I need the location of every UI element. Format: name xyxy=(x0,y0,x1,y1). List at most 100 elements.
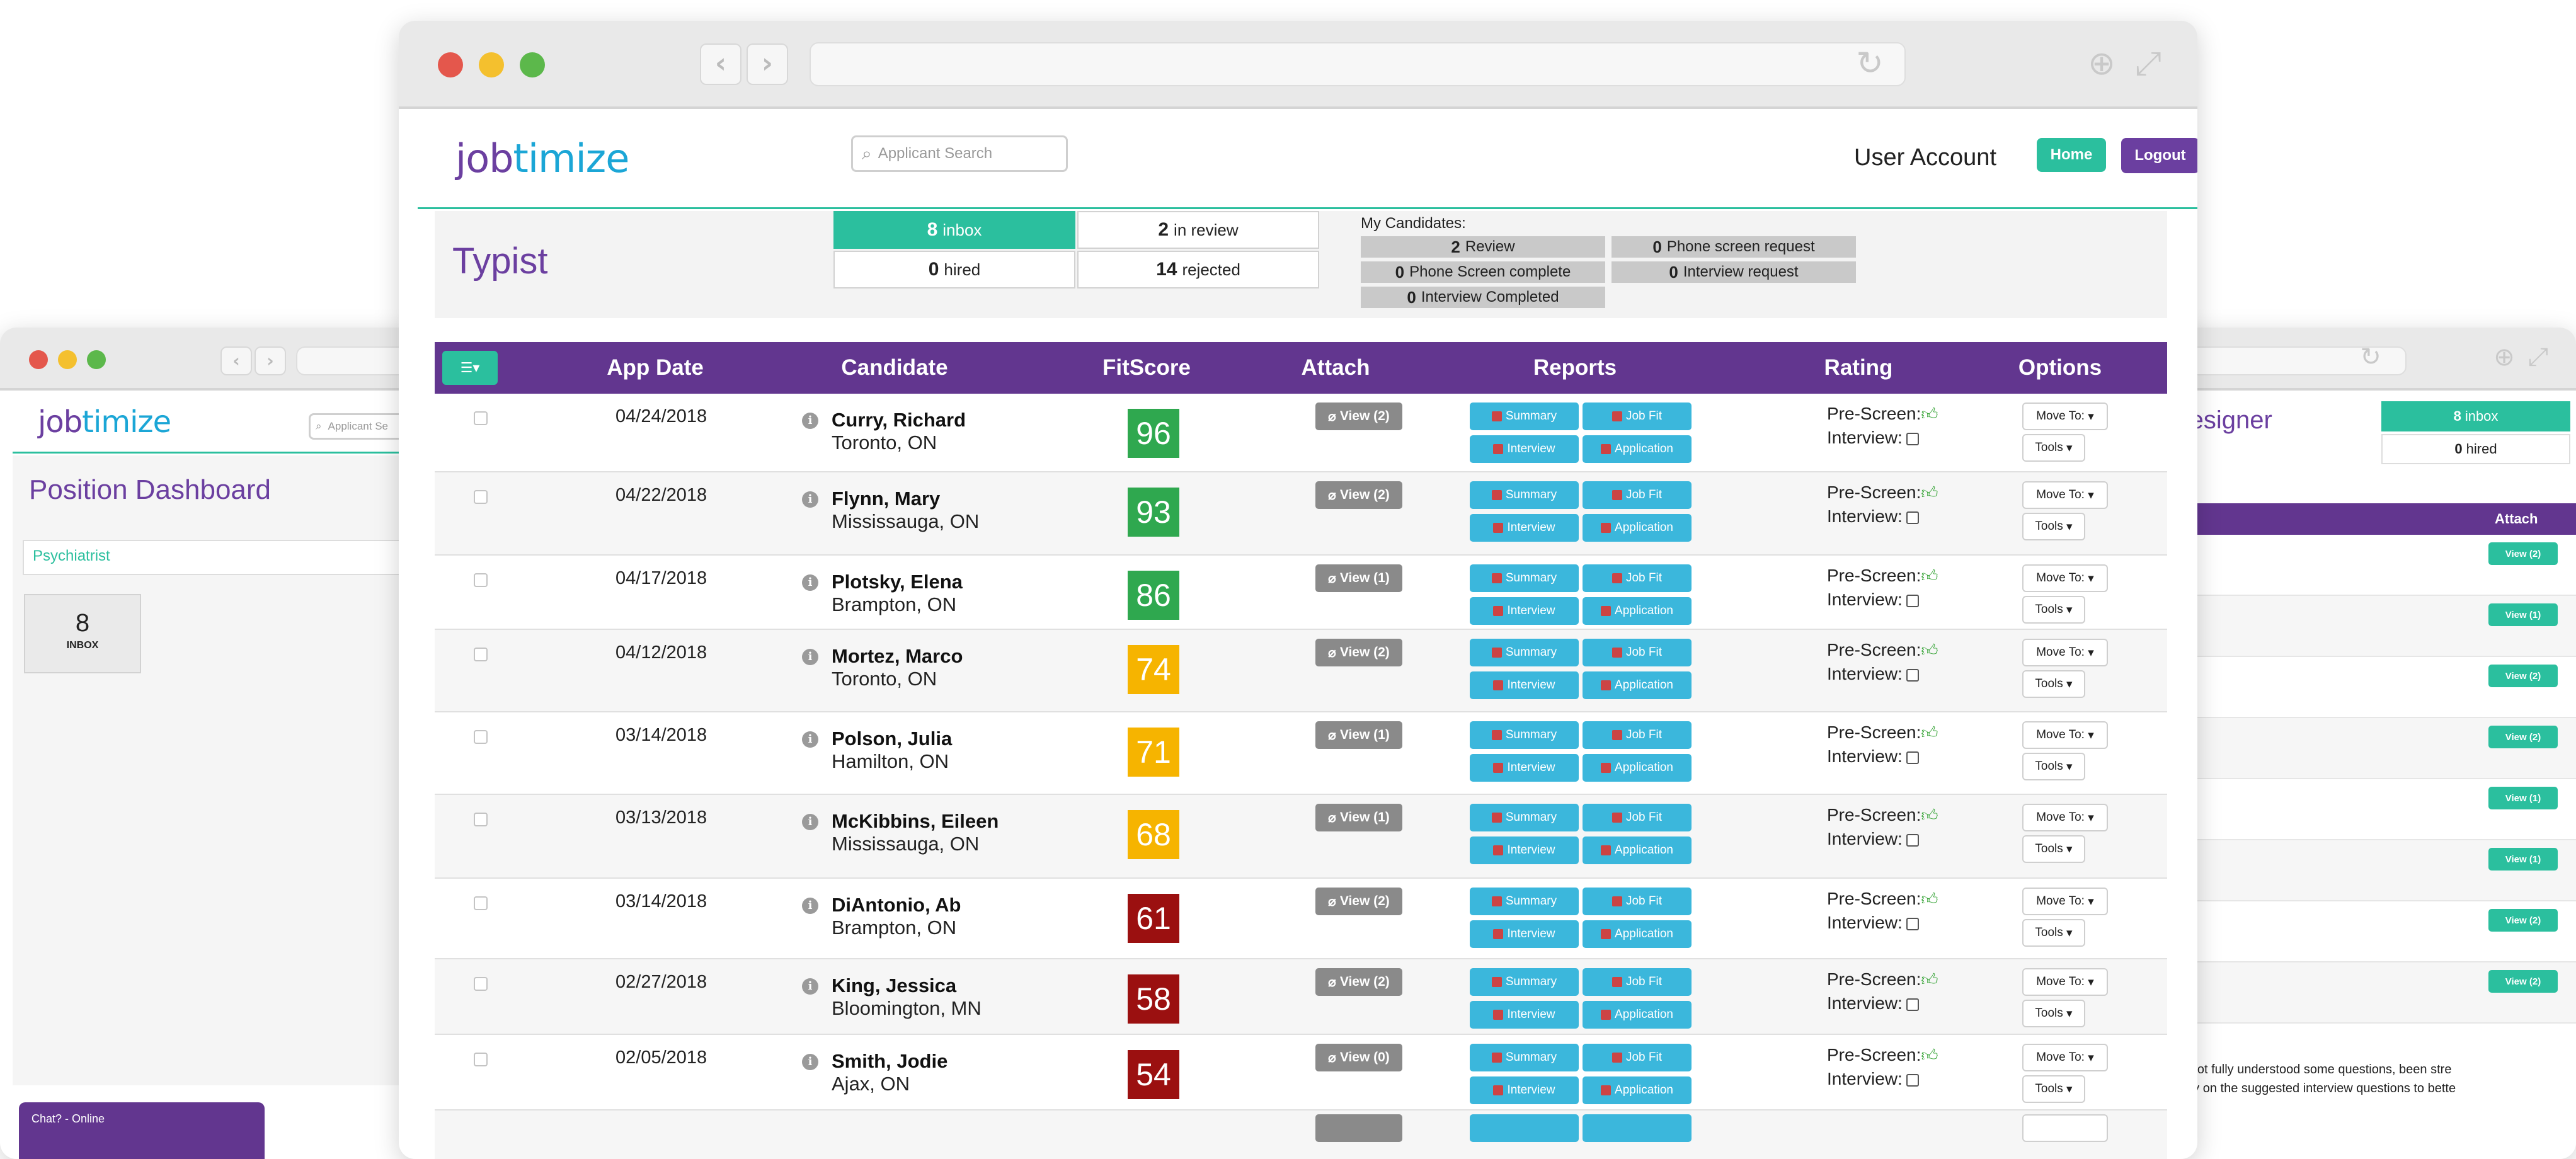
fullscreen-icon[interactable]: ⤢ xyxy=(2135,45,2161,83)
col-candidate[interactable]: Candidate xyxy=(841,355,948,380)
tools-dropdown[interactable]: Tools ▾ xyxy=(2022,1000,2085,1027)
back-icon[interactable]: ‹ xyxy=(700,43,741,85)
interview-checkbox[interactable] xyxy=(1906,594,1919,607)
attach-view-button[interactable]: ⌀ View (0) xyxy=(1315,1044,1402,1071)
move-to-dropdown[interactable]: Move To: ▾ xyxy=(2022,564,2108,592)
row-select-checkbox[interactable] xyxy=(474,490,488,504)
candidate-name[interactable]: Plotsky, Elena xyxy=(832,571,963,593)
application-report-button[interactable]: Application xyxy=(1583,754,1692,782)
user-account-link[interactable]: User Account xyxy=(1854,144,1996,171)
close-dot[interactable] xyxy=(29,350,48,369)
attach-view-button[interactable]: ⌀ View (2) xyxy=(1315,968,1402,996)
minimize-dot[interactable] xyxy=(58,350,77,369)
row-select-checkbox[interactable] xyxy=(474,730,488,744)
interview-request-pill[interactable]: 0 Interview request xyxy=(1611,261,1856,283)
table-row[interactable]: 03/14/2018 i Polson, Julia Hamilton, ON … xyxy=(435,712,2167,795)
fitscore-badge[interactable]: 54 xyxy=(1128,1050,1179,1099)
table-row[interactable]: 02/05/2018 i Smith, Jodie Ajax, ON 54 ⌀ V… xyxy=(435,1035,2167,1110)
fitscore-badge[interactable]: 61 xyxy=(1128,894,1179,943)
interview-rating[interactable]: Interview: xyxy=(1827,664,1919,684)
fitscore-badge[interactable]: 58 xyxy=(1128,974,1179,1024)
table-row[interactable]: 04/24/2018 i Curry, Richard Toronto, ON … xyxy=(435,394,2167,472)
pre-screen-rating[interactable]: Pre-Screen:👍︎ xyxy=(1827,482,1938,503)
jobfit-report-button[interactable]: Job Fit xyxy=(1583,481,1692,509)
rejected-stat[interactable]: 14 rejected xyxy=(1077,251,1319,288)
info-icon[interactable]: i xyxy=(802,574,818,591)
home-button[interactable]: Home xyxy=(2037,138,2106,172)
interview-rating[interactable]: Interview: xyxy=(1827,746,1919,767)
attach-view-button[interactable]: ⌀ View (2) xyxy=(1315,888,1402,915)
phone-screen-complete-pill[interactable]: 0 Phone Screen complete xyxy=(1361,261,1605,283)
interview-report-button[interactable]: Interview xyxy=(1470,435,1579,463)
candidate-name[interactable]: DiAntonio, Ab xyxy=(832,894,961,916)
tools-dropdown[interactable]: Tools ▾ xyxy=(2022,919,2085,947)
summary-report-button[interactable]: Summary xyxy=(1470,639,1579,666)
candidate-name[interactable]: Flynn, Mary xyxy=(832,488,941,510)
review-pill[interactable]: 2 Review xyxy=(1361,236,1605,258)
jobfit-report-button[interactable] xyxy=(1583,1114,1692,1142)
summary-report-button[interactable]: Summary xyxy=(1470,481,1579,509)
reload-icon[interactable]: ↻ xyxy=(1856,45,1884,83)
summary-report-button[interactable]: Summary xyxy=(1470,968,1579,996)
move-to-dropdown[interactable] xyxy=(2022,1114,2108,1142)
summary-report-button[interactable]: Summary xyxy=(1470,888,1579,915)
interview-rating[interactable]: Interview: xyxy=(1827,590,1919,610)
minimize-dot[interactable] xyxy=(479,52,504,77)
thumbs-up-icon[interactable]: 👍︎ xyxy=(1921,890,1938,909)
fitscore-badge[interactable]: 93 xyxy=(1128,488,1179,537)
application-report-button[interactable]: Application xyxy=(1583,671,1692,699)
interview-checkbox[interactable] xyxy=(1906,1073,1919,1087)
row-select-checkbox[interactable] xyxy=(474,1053,488,1066)
interview-rating[interactable]: Interview: xyxy=(1827,506,1919,527)
application-report-button[interactable]: Application xyxy=(1583,435,1692,463)
tools-dropdown[interactable]: Tools ▾ xyxy=(2022,513,2085,540)
attach-view-button[interactable]: View (2) xyxy=(2488,542,2558,565)
pre-screen-rating[interactable]: Pre-Screen:👍︎ xyxy=(1827,566,1938,586)
move-to-dropdown[interactable]: Move To: ▾ xyxy=(2022,968,2108,996)
attach-view-button[interactable]: View (1) xyxy=(2488,848,2558,871)
pre-screen-rating[interactable]: Pre-Screen:👍︎ xyxy=(1827,404,1938,424)
inbox-stat[interactable]: 8 inbox xyxy=(833,211,1075,249)
interview-rating[interactable]: Interview: xyxy=(1827,913,1919,933)
maximize-dot[interactable] xyxy=(87,350,106,369)
jobfit-report-button[interactable]: Job Fit xyxy=(1583,888,1692,915)
application-report-button[interactable]: Application xyxy=(1583,836,1692,864)
move-to-dropdown[interactable]: Move To: ▾ xyxy=(2022,639,2108,666)
table-row[interactable]: 03/14/2018 i DiAntonio, Ab Brampton, ON … xyxy=(435,879,2167,959)
interview-checkbox[interactable] xyxy=(1906,833,1919,847)
thumbs-up-icon[interactable]: 👍︎ xyxy=(1921,806,1938,825)
reload-icon[interactable]: ↻ xyxy=(2360,343,2381,372)
thumbs-up-icon[interactable]: 👍︎ xyxy=(1921,1046,1938,1065)
interview-checkbox[interactable] xyxy=(1906,432,1919,445)
summary-report-button[interactable] xyxy=(1470,1114,1579,1142)
candidate-name[interactable]: Curry, Richard xyxy=(832,409,966,431)
tools-dropdown[interactable]: Tools ▾ xyxy=(2022,434,2085,462)
interview-report-button[interactable]: Interview xyxy=(1470,1076,1579,1104)
fullscreen-icon[interactable]: ⤢ xyxy=(2528,343,2548,372)
jobtimize-logo[interactable]: jobtimize xyxy=(38,404,171,440)
move-to-dropdown[interactable]: Move To: ▾ xyxy=(2022,804,2108,831)
row-select-checkbox[interactable] xyxy=(474,411,488,425)
row-select-checkbox[interactable] xyxy=(474,977,488,991)
back-icon[interactable]: ‹ xyxy=(220,346,252,375)
info-icon[interactable]: i xyxy=(802,1054,818,1070)
attach-view-button[interactable]: View (2) xyxy=(2488,909,2558,932)
application-report-button[interactable]: Application xyxy=(1583,1076,1692,1104)
move-to-dropdown[interactable]: Move To: ▾ xyxy=(2022,1044,2108,1071)
interview-checkbox[interactable] xyxy=(1906,917,1919,930)
info-icon[interactable]: i xyxy=(802,898,818,914)
col-rating[interactable]: Rating xyxy=(1824,355,1893,380)
attach-view-button[interactable]: View (1) xyxy=(2488,787,2558,809)
pre-screen-rating[interactable]: Pre-Screen:👍︎ xyxy=(1827,805,1938,825)
table-row[interactable]: 02/27/2018 i King, Jessica Bloomington, … xyxy=(435,959,2167,1035)
thumbs-up-icon[interactable]: 👍︎ xyxy=(1921,567,1938,586)
interview-report-button[interactable]: Interview xyxy=(1470,1001,1579,1029)
tools-dropdown[interactable]: Tools ▾ xyxy=(2022,1075,2085,1103)
interview-checkbox[interactable] xyxy=(1906,751,1919,764)
pre-screen-rating[interactable]: Pre-Screen:👍︎ xyxy=(1827,1045,1938,1065)
pre-screen-rating[interactable]: Pre-Screen:👍︎ xyxy=(1827,889,1938,909)
jobtimize-logo[interactable]: jobtimize xyxy=(455,135,629,181)
download-icon[interactable]: ⊕ xyxy=(2493,343,2515,372)
move-to-dropdown[interactable]: Move To: ▾ xyxy=(2022,721,2108,749)
application-report-button[interactable]: Application xyxy=(1583,597,1692,625)
